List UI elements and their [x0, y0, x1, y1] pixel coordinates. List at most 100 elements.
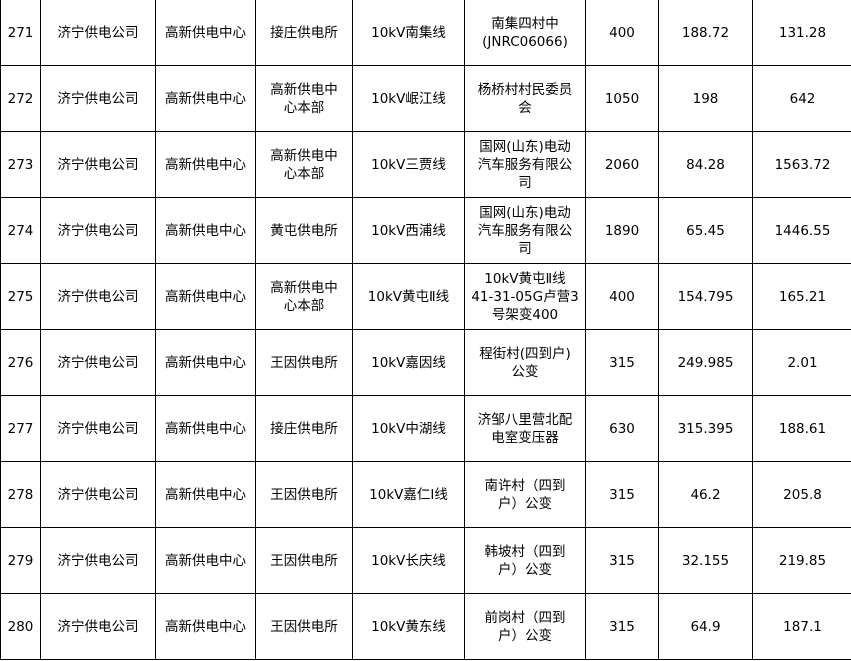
line-cell: 10kV三贾线: [352, 131, 465, 198]
value-2-cell: 187.1: [752, 593, 851, 660]
row-number: 275: [0, 263, 41, 330]
value-2-cell: 1563.72: [752, 131, 851, 198]
value-2-cell: 131.28: [752, 0, 851, 66]
value-1-cell: 249.985: [658, 329, 753, 396]
value-2-cell: 642: [752, 65, 851, 132]
center-cell: 高新供电中心: [155, 0, 256, 66]
capacity-cell: 400: [585, 0, 659, 66]
row-number: 276: [0, 329, 41, 396]
table-row: 274 济宁供电公司 高新供电中心 黄屯供电所 10kV西浦线 国网(山东)电动 汽车服务…: [0, 197, 851, 264]
capacity-cell: 1890: [585, 197, 659, 264]
station-cell: 黄屯供电所: [255, 197, 353, 264]
station-cell: 接庄供电所: [255, 0, 353, 66]
company-cell: 济宁供电公司: [40, 593, 156, 660]
table-row: 278 济宁供电公司 高新供电中心 王因供电所 10kV嘉仁Ⅰ线 南许村（四到 户）公变 3…: [0, 461, 851, 528]
row-number: 274: [0, 197, 41, 264]
company-cell: 济宁供电公司: [40, 395, 156, 462]
row-number: 273: [0, 131, 41, 198]
transformer-cell: 南集四村中 (JNRC06066): [464, 0, 586, 66]
value-1-cell: 84.28: [658, 131, 753, 198]
capacity-cell: 315: [585, 329, 659, 396]
station-cell: 高新供电中 心本部: [255, 65, 353, 132]
line-cell: 10kV西浦线: [352, 197, 465, 264]
line-cell: 10kV黄东线: [352, 593, 465, 660]
company-cell: 济宁供电公司: [40, 65, 156, 132]
center-cell: 高新供电中心: [155, 329, 256, 396]
table-row: 276 济宁供电公司 高新供电中心 王因供电所 10kV嘉因线 程街村(四到户) 公变 31…: [0, 329, 851, 396]
station-cell: 王因供电所: [255, 527, 353, 594]
center-cell: 高新供电中心: [155, 197, 256, 264]
table-row: 277 济宁供电公司 高新供电中心 接庄供电所 10kV中湖线 济邹八里营北配 电室变压器…: [0, 395, 851, 462]
station-cell: 高新供电中 心本部: [255, 131, 353, 198]
company-cell: 济宁供电公司: [40, 0, 156, 66]
transformer-cell: 国网(山东)电动 汽车服务有限公 司: [464, 197, 586, 264]
value-2-cell: 188.61: [752, 395, 851, 462]
company-cell: 济宁供电公司: [40, 461, 156, 528]
table-row: 275 济宁供电公司 高新供电中心 高新供电中 心本部 10kV黄屯Ⅱ线 10kV黄屯Ⅱ线…: [0, 263, 851, 330]
row-number: 272: [0, 65, 41, 132]
value-1-cell: 188.72: [658, 0, 753, 66]
value-2-cell: 205.8: [752, 461, 851, 528]
table-row: 272 济宁供电公司 高新供电中心 高新供电中 心本部 10kV岷江线 杨桥村村民委员 会…: [0, 65, 851, 132]
transformer-cell: 济邹八里营北配 电室变压器: [464, 395, 586, 462]
station-cell: 高新供电中 心本部: [255, 263, 353, 330]
table-row: 273 济宁供电公司 高新供电中心 高新供电中 心本部 10kV三贾线 国网(山东)电动 …: [0, 131, 851, 198]
station-cell: 王因供电所: [255, 593, 353, 660]
line-cell: 10kV长庆线: [352, 527, 465, 594]
value-2-cell: 219.85: [752, 527, 851, 594]
capacity-cell: 2060: [585, 131, 659, 198]
center-cell: 高新供电中心: [155, 395, 256, 462]
station-cell: 接庄供电所: [255, 395, 353, 462]
value-1-cell: 46.2: [658, 461, 753, 528]
line-cell: 10kV中湖线: [352, 395, 465, 462]
row-number: 277: [0, 395, 41, 462]
value-1-cell: 154.795: [658, 263, 753, 330]
row-number: 279: [0, 527, 41, 594]
line-cell: 10kV黄屯Ⅱ线: [352, 263, 465, 330]
station-cell: 王因供电所: [255, 461, 353, 528]
center-cell: 高新供电中心: [155, 263, 256, 330]
capacity-cell: 630: [585, 395, 659, 462]
transformer-cell: 国网(山东)电动 汽车服务有限公 司: [464, 131, 586, 198]
transformer-cell: 10kV黄屯Ⅱ线 41-31-05G卢营3 号架变400: [464, 263, 586, 330]
value-1-cell: 65.45: [658, 197, 753, 264]
capacity-cell: 315: [585, 593, 659, 660]
station-cell: 王因供电所: [255, 329, 353, 396]
transformer-cell: 韩坡村（四到 户）公变: [464, 527, 586, 594]
center-cell: 高新供电中心: [155, 527, 256, 594]
capacity-cell: 1050: [585, 65, 659, 132]
center-cell: 高新供电中心: [155, 461, 256, 528]
company-cell: 济宁供电公司: [40, 329, 156, 396]
center-cell: 高新供电中心: [155, 593, 256, 660]
row-number: 271: [0, 0, 41, 66]
table-row: 280 济宁供电公司 高新供电中心 王因供电所 10kV黄东线 前岗村（四到 户）公变 31…: [0, 593, 851, 660]
row-number: 278: [0, 461, 41, 528]
company-cell: 济宁供电公司: [40, 197, 156, 264]
capacity-cell: 400: [585, 263, 659, 330]
value-2-cell: 2.01: [752, 329, 851, 396]
company-cell: 济宁供电公司: [40, 527, 156, 594]
transformer-cell: 程街村(四到户) 公变: [464, 329, 586, 396]
value-2-cell: 1446.55: [752, 197, 851, 264]
value-1-cell: 64.9: [658, 593, 753, 660]
center-cell: 高新供电中心: [155, 65, 256, 132]
transformer-cell: 南许村（四到 户）公变: [464, 461, 586, 528]
line-cell: 10kV嘉仁Ⅰ线: [352, 461, 465, 528]
transformer-cell: 杨桥村村民委员 会: [464, 65, 586, 132]
company-cell: 济宁供电公司: [40, 131, 156, 198]
center-cell: 高新供电中心: [155, 131, 256, 198]
value-1-cell: 315.395: [658, 395, 753, 462]
line-cell: 10kV岷江线: [352, 65, 465, 132]
value-1-cell: 32.155: [658, 527, 753, 594]
capacity-cell: 315: [585, 527, 659, 594]
value-2-cell: 165.21: [752, 263, 851, 330]
value-1-cell: 198: [658, 65, 753, 132]
line-cell: 10kV南集线: [352, 0, 465, 66]
table-row: 271 济宁供电公司 高新供电中心 接庄供电所 10kV南集线 南集四村中 (JNRC06…: [0, 0, 851, 66]
company-cell: 济宁供电公司: [40, 263, 156, 330]
table-row: 279 济宁供电公司 高新供电中心 王因供电所 10kV长庆线 韩坡村（四到 户）公变 31…: [0, 527, 851, 594]
line-cell: 10kV嘉因线: [352, 329, 465, 396]
row-number: 280: [0, 593, 41, 660]
